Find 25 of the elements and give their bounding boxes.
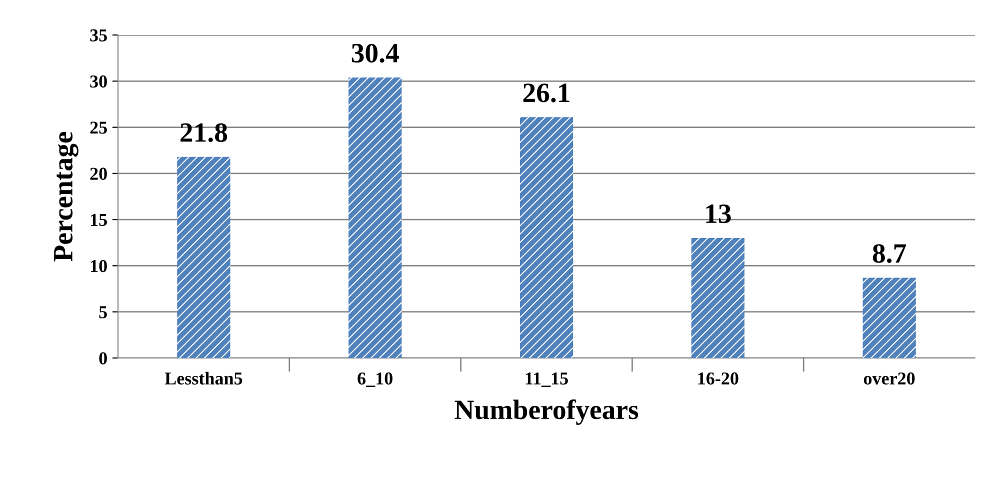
y-tick-label: 35 <box>90 29 107 42</box>
y-tick-label: 15 <box>90 214 107 226</box>
y-tick-label: 30 <box>90 75 107 88</box>
data-label: 13 <box>706 204 731 224</box>
x-tick-label: 11_15 <box>526 372 568 387</box>
y-tick-label: 20 <box>90 168 107 180</box>
bar <box>862 278 916 358</box>
x-tick-label: 16-20 <box>698 372 738 385</box>
y-tick-label: 25 <box>90 122 107 134</box>
bar <box>520 117 574 358</box>
y-tick-label: 0 <box>99 352 107 364</box>
bar <box>348 77 402 358</box>
data-label: 26.1 <box>523 84 570 102</box>
data-label: 30.4 <box>352 44 399 63</box>
y-tick-label: 10 <box>90 260 107 272</box>
y-axis-title: Percentage <box>54 132 78 262</box>
x-tick-label: 6_10 <box>358 372 392 387</box>
bar <box>177 156 230 358</box>
x-axis-title: Numberofyears <box>454 399 638 425</box>
bar <box>691 238 744 358</box>
data-label: 8.7 <box>872 244 906 263</box>
y-tick-label: 5 <box>99 306 107 318</box>
data-label: 21.8 <box>180 123 228 142</box>
x-tick-label: over20 <box>864 372 915 385</box>
x-tick-label: Lessthan5 <box>164 372 242 385</box>
